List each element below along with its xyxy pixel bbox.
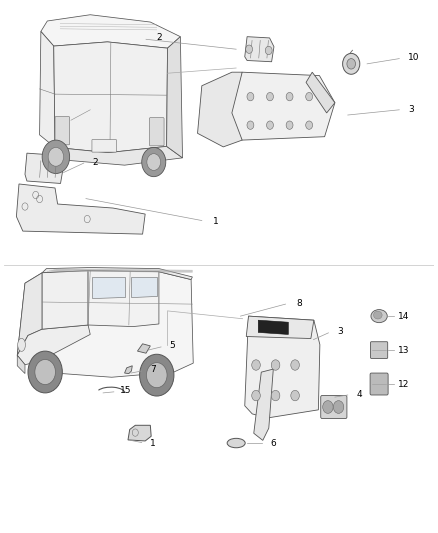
Text: 3: 3 bbox=[337, 327, 343, 336]
Circle shape bbox=[42, 140, 70, 174]
Text: 2: 2 bbox=[157, 33, 162, 42]
FancyBboxPatch shape bbox=[92, 140, 117, 152]
Circle shape bbox=[286, 121, 293, 130]
Polygon shape bbox=[198, 72, 242, 147]
Polygon shape bbox=[41, 15, 180, 48]
FancyBboxPatch shape bbox=[55, 117, 70, 145]
Text: 6: 6 bbox=[271, 439, 276, 448]
Circle shape bbox=[286, 92, 293, 101]
Polygon shape bbox=[245, 316, 320, 418]
Polygon shape bbox=[254, 369, 273, 440]
Circle shape bbox=[271, 390, 280, 401]
Polygon shape bbox=[138, 344, 150, 353]
FancyBboxPatch shape bbox=[371, 342, 388, 358]
Circle shape bbox=[35, 359, 56, 384]
Polygon shape bbox=[92, 277, 124, 298]
Circle shape bbox=[252, 390, 260, 401]
Polygon shape bbox=[42, 268, 192, 280]
Circle shape bbox=[291, 390, 300, 401]
Ellipse shape bbox=[374, 311, 382, 319]
Text: 15: 15 bbox=[120, 386, 132, 395]
Circle shape bbox=[267, 121, 273, 130]
Polygon shape bbox=[245, 37, 274, 62]
Polygon shape bbox=[232, 72, 335, 140]
Circle shape bbox=[142, 148, 166, 176]
Polygon shape bbox=[17, 325, 90, 365]
Polygon shape bbox=[42, 271, 88, 329]
Polygon shape bbox=[306, 72, 335, 113]
Text: 14: 14 bbox=[399, 312, 410, 321]
Polygon shape bbox=[246, 316, 314, 338]
Circle shape bbox=[48, 148, 64, 166]
Text: 8: 8 bbox=[296, 298, 302, 308]
Ellipse shape bbox=[227, 438, 245, 448]
Circle shape bbox=[147, 154, 161, 171]
Ellipse shape bbox=[371, 310, 387, 322]
Circle shape bbox=[28, 351, 62, 393]
FancyBboxPatch shape bbox=[149, 118, 164, 146]
Circle shape bbox=[252, 360, 260, 370]
Polygon shape bbox=[128, 425, 151, 441]
Polygon shape bbox=[258, 320, 288, 334]
Circle shape bbox=[247, 121, 254, 130]
Polygon shape bbox=[131, 277, 157, 297]
Text: 4: 4 bbox=[357, 390, 362, 399]
Polygon shape bbox=[25, 153, 64, 183]
FancyBboxPatch shape bbox=[370, 373, 388, 395]
Text: 7: 7 bbox=[150, 366, 156, 374]
Ellipse shape bbox=[18, 338, 25, 351]
Circle shape bbox=[271, 360, 280, 370]
Polygon shape bbox=[17, 356, 25, 374]
Circle shape bbox=[323, 401, 333, 414]
Text: 13: 13 bbox=[399, 345, 410, 354]
Circle shape bbox=[265, 46, 272, 55]
Circle shape bbox=[306, 121, 313, 130]
Polygon shape bbox=[124, 366, 132, 374]
Polygon shape bbox=[88, 271, 159, 327]
Polygon shape bbox=[54, 42, 167, 152]
Circle shape bbox=[291, 360, 300, 370]
Text: 12: 12 bbox=[399, 379, 410, 389]
Circle shape bbox=[306, 92, 313, 101]
Polygon shape bbox=[51, 147, 183, 165]
Circle shape bbox=[343, 53, 360, 74]
Text: 5: 5 bbox=[170, 342, 175, 350]
Text: 10: 10 bbox=[408, 53, 419, 62]
Circle shape bbox=[246, 45, 253, 53]
Text: 1: 1 bbox=[150, 439, 156, 448]
Polygon shape bbox=[39, 31, 55, 148]
Circle shape bbox=[333, 401, 344, 414]
Text: 2: 2 bbox=[92, 158, 98, 166]
Text: 1: 1 bbox=[212, 216, 218, 225]
Polygon shape bbox=[17, 273, 42, 356]
Circle shape bbox=[146, 362, 167, 387]
Polygon shape bbox=[166, 37, 183, 158]
Circle shape bbox=[140, 354, 174, 396]
Polygon shape bbox=[17, 271, 193, 377]
Circle shape bbox=[267, 92, 273, 101]
Polygon shape bbox=[16, 184, 145, 234]
Circle shape bbox=[347, 59, 356, 69]
FancyBboxPatch shape bbox=[321, 395, 347, 418]
Circle shape bbox=[247, 92, 254, 101]
Text: 3: 3 bbox=[408, 106, 413, 114]
